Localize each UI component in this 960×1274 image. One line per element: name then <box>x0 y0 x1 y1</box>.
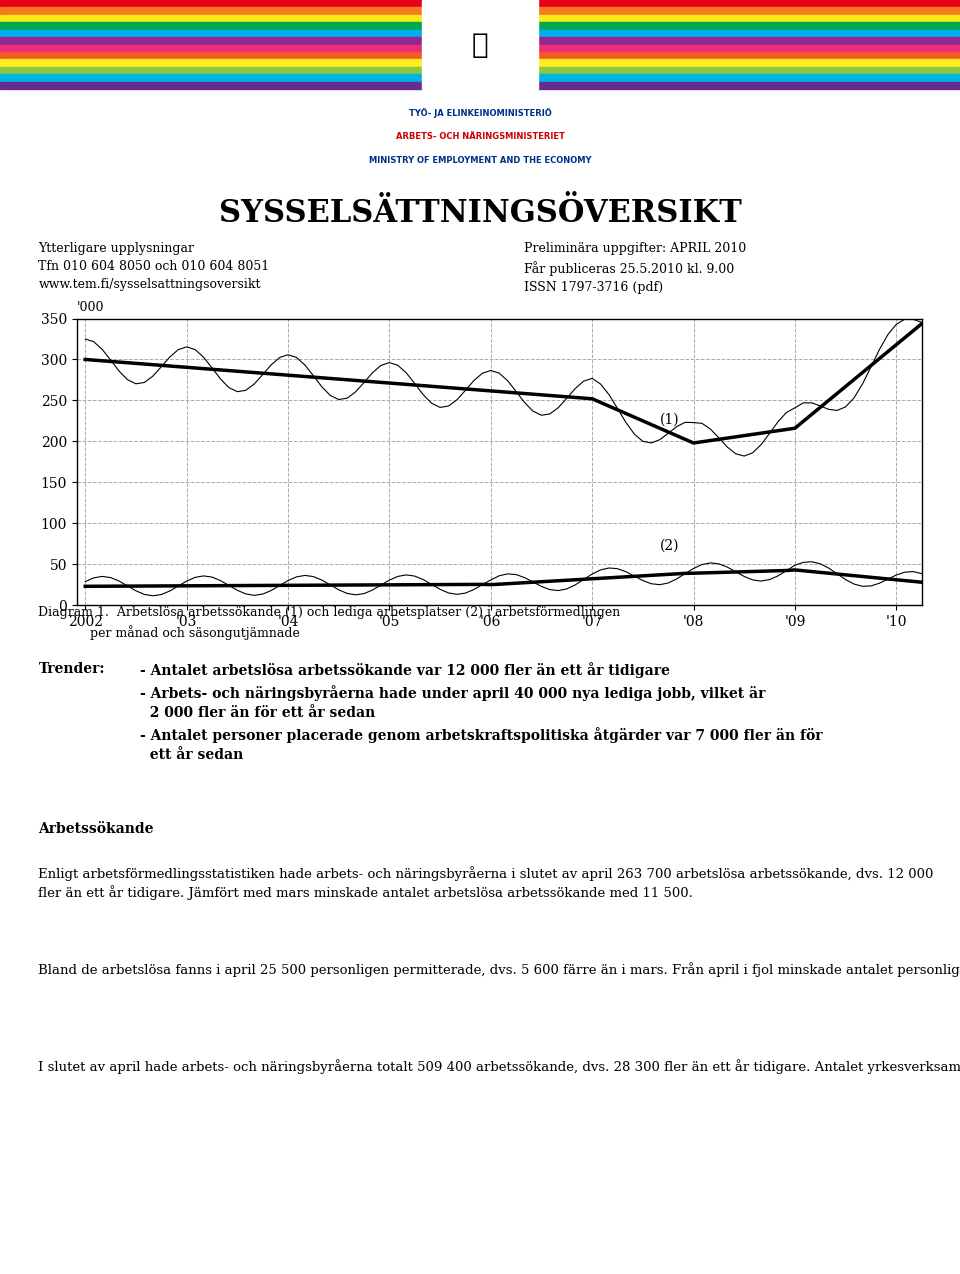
Text: Bland de arbetslösa fanns i april 25 500 personligen permitterade, dvs. 5 600 fä: Bland de arbetslösa fanns i april 25 500… <box>38 962 960 977</box>
Text: ARBETS- OCH NÄRINGSMINISTERIET: ARBETS- OCH NÄRINGSMINISTERIET <box>396 132 564 141</box>
Bar <box>0 82 422 89</box>
Bar <box>0 52 422 60</box>
Bar <box>0 45 422 52</box>
Bar <box>0 0 422 8</box>
Text: MINISTRY OF EMPLOYMENT AND THE ECONOMY: MINISTRY OF EMPLOYMENT AND THE ECONOMY <box>369 157 591 166</box>
Text: Arbetssökande: Arbetssökande <box>38 822 154 836</box>
Bar <box>0 22 422 29</box>
Text: - Antalet arbetslösa arbetssökande var 12 000 fler än ett år tidigare
- Arbets- : - Antalet arbetslösa arbetssökande var 1… <box>140 662 823 762</box>
Text: (2): (2) <box>660 539 680 553</box>
Bar <box>538 45 960 52</box>
Text: SYSSELSÄTTNINGSÖVERSIKT: SYSSELSÄTTNINGSÖVERSIKT <box>219 197 741 229</box>
Text: I slutet av april hade arbets- och näringsbyråerna totalt 509 400 arbetssökande,: I slutet av april hade arbets- och närin… <box>38 1059 960 1074</box>
Text: Preliminära uppgifter: APRIL 2010
Får publiceras 25.5.2010 kl. 9.00
ISSN 1797-37: Preliminära uppgifter: APRIL 2010 Får pu… <box>524 242 747 294</box>
Bar <box>538 52 960 60</box>
Bar <box>538 29 960 37</box>
Bar <box>0 29 422 37</box>
Bar <box>422 0 538 89</box>
Text: Ytterligare upplysningar
Tfn 010 604 8050 och 010 604 8051
www.tem.fi/sysselsatt: Ytterligare upplysningar Tfn 010 604 805… <box>38 242 270 290</box>
Bar <box>538 15 960 22</box>
Bar <box>538 74 960 82</box>
Bar <box>538 60 960 66</box>
Bar <box>0 15 422 22</box>
Text: (1): (1) <box>660 413 680 427</box>
Bar <box>0 74 422 82</box>
Bar <box>0 66 422 74</box>
Bar <box>0 8 422 15</box>
Text: Diagram 1.  Arbetslösa arbetssökande (1) och lediga arbetsplatser (2) i arbetsfö: Diagram 1. Arbetslösa arbetssökande (1) … <box>38 606 621 640</box>
Text: Enligt arbetsförmedlingsstatistiken hade arbets- och näringsbyråerna i slutet av: Enligt arbetsförmedlingsstatistiken hade… <box>38 866 934 901</box>
Bar <box>0 60 422 66</box>
Bar <box>538 82 960 89</box>
Bar <box>538 0 960 8</box>
Bar <box>538 37 960 45</box>
Bar <box>538 22 960 29</box>
Text: TYÖ- JA ELINKEINOMINISTERIÖ: TYÖ- JA ELINKEINOMINISTERIÖ <box>409 108 551 118</box>
Text: '000: '000 <box>77 302 105 315</box>
Text: Trender:: Trender: <box>38 662 105 676</box>
Text: 🦁: 🦁 <box>471 31 489 59</box>
Bar <box>538 8 960 15</box>
Bar <box>538 66 960 74</box>
Bar <box>0 37 422 45</box>
